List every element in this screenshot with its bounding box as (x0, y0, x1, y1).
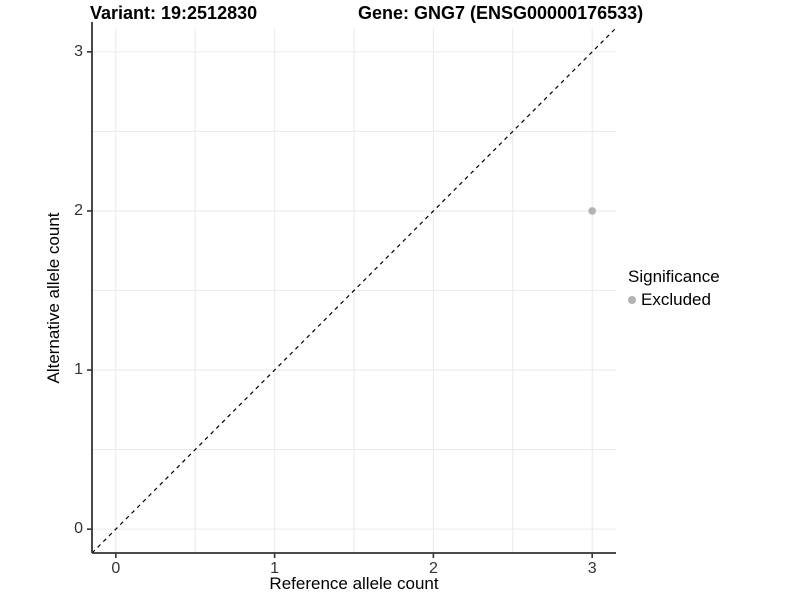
legend-item-excluded: Excluded (628, 290, 720, 310)
data-point (588, 207, 596, 215)
x-tick-label: 0 (111, 560, 121, 577)
plot-title-gene: Gene: GNG7 (ENSG00000176533) (358, 3, 644, 23)
x-tick-label: 1 (270, 560, 280, 577)
legend: Significance Excluded (628, 267, 720, 310)
legend-point-icon (628, 296, 636, 304)
y-axis-title: Alternative allele count (44, 212, 63, 384)
y-tick-label: 1 (74, 361, 83, 379)
x-tick-label: 3 (587, 560, 597, 577)
y-tick-label: 0 (74, 520, 83, 538)
legend-title: Significance (628, 267, 720, 286)
y-tick-label: 3 (74, 42, 83, 60)
legend-item-label: Excluded (641, 290, 711, 309)
identity-dashed-line (91, 27, 617, 554)
x-tick-label: 2 (428, 560, 438, 577)
plot-title-variant: Variant: 19:2512830 (90, 3, 258, 23)
y-tick-label: 2 (74, 201, 83, 219)
x-axis-title: Reference allele count (269, 574, 439, 593)
